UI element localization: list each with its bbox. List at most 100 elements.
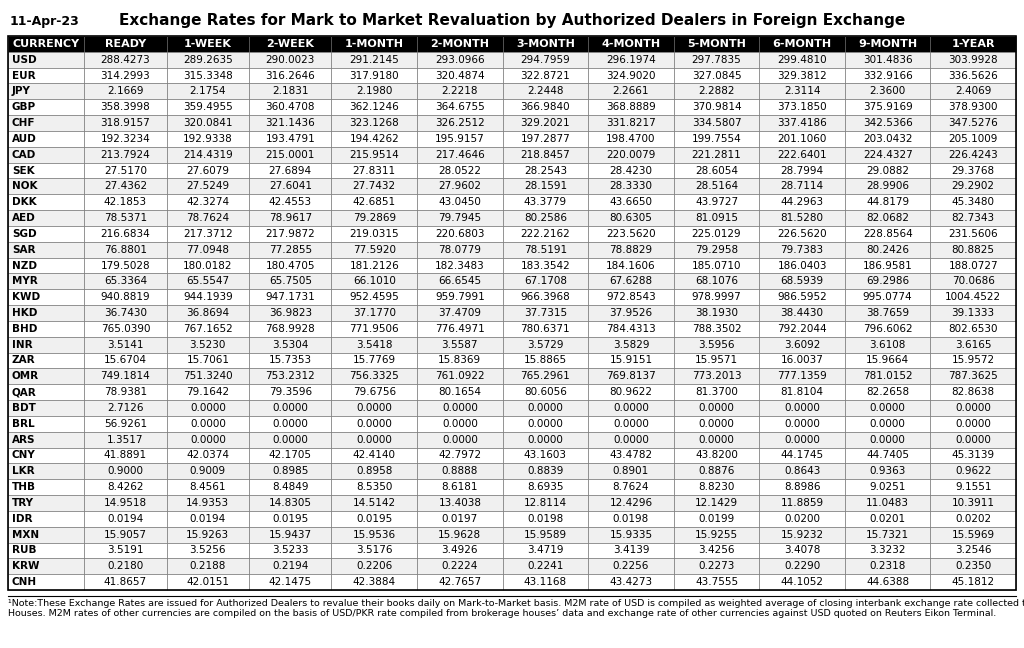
Text: 81.3700: 81.3700 xyxy=(695,387,738,397)
Bar xyxy=(332,416,417,432)
Bar xyxy=(249,574,332,590)
Bar xyxy=(84,480,167,495)
Text: 27.7432: 27.7432 xyxy=(352,181,396,191)
Bar xyxy=(8,273,84,289)
Text: 79.2958: 79.2958 xyxy=(695,245,738,255)
Text: 37.7315: 37.7315 xyxy=(524,308,567,318)
Bar xyxy=(249,273,332,289)
Bar xyxy=(332,163,417,178)
Bar xyxy=(931,258,1016,273)
Bar xyxy=(503,147,588,163)
Text: INR: INR xyxy=(12,340,33,350)
Bar xyxy=(588,527,674,542)
Bar xyxy=(503,384,588,400)
Text: 749.1814: 749.1814 xyxy=(100,371,151,381)
Bar xyxy=(249,463,332,480)
Text: 70.0686: 70.0686 xyxy=(951,276,994,286)
Text: 27.5249: 27.5249 xyxy=(186,181,229,191)
Bar xyxy=(84,511,167,527)
Bar xyxy=(249,242,332,258)
Text: 15.7353: 15.7353 xyxy=(268,356,312,365)
Bar xyxy=(588,273,674,289)
Text: 802.6530: 802.6530 xyxy=(948,324,998,334)
Text: 769.8137: 769.8137 xyxy=(606,371,655,381)
Text: 777.1359: 777.1359 xyxy=(777,371,827,381)
Text: 180.4705: 180.4705 xyxy=(265,260,315,270)
Bar xyxy=(8,321,84,337)
Bar xyxy=(167,226,249,242)
Bar xyxy=(674,337,760,353)
Text: ARS: ARS xyxy=(12,435,36,445)
Text: 180.0182: 180.0182 xyxy=(183,260,232,270)
Bar xyxy=(760,511,845,527)
Bar xyxy=(588,67,674,84)
Text: 222.6401: 222.6401 xyxy=(777,150,827,159)
Text: 767.1652: 767.1652 xyxy=(183,324,232,334)
Bar xyxy=(931,337,1016,353)
Bar xyxy=(845,353,931,369)
Bar xyxy=(674,321,760,337)
Text: 198.4700: 198.4700 xyxy=(606,134,655,144)
Text: 2.7126: 2.7126 xyxy=(108,403,143,413)
Text: 79.7383: 79.7383 xyxy=(780,245,823,255)
Text: 213.7924: 213.7924 xyxy=(100,150,151,159)
Text: 1-YEAR: 1-YEAR xyxy=(951,39,995,49)
Bar xyxy=(674,84,760,99)
Text: 28.6054: 28.6054 xyxy=(695,165,738,176)
Bar xyxy=(588,416,674,432)
Bar xyxy=(845,369,931,384)
Text: 0.0000: 0.0000 xyxy=(189,435,225,445)
Text: 781.0152: 781.0152 xyxy=(863,371,912,381)
Bar xyxy=(417,337,503,353)
Text: 3.6108: 3.6108 xyxy=(869,340,906,350)
Bar xyxy=(417,99,503,115)
Text: 28.1591: 28.1591 xyxy=(524,181,567,191)
Bar xyxy=(845,36,931,52)
Text: 27.4362: 27.4362 xyxy=(103,181,147,191)
Text: THB: THB xyxy=(12,482,36,492)
Bar xyxy=(760,337,845,353)
Text: 29.2902: 29.2902 xyxy=(951,181,994,191)
Bar xyxy=(8,542,84,559)
Text: 2.1754: 2.1754 xyxy=(189,86,226,97)
Text: 214.4319: 214.4319 xyxy=(183,150,232,159)
Text: 0.0000: 0.0000 xyxy=(527,403,563,413)
Bar xyxy=(931,226,1016,242)
Bar xyxy=(760,194,845,210)
Text: 959.7991: 959.7991 xyxy=(435,292,484,302)
Text: 0.9000: 0.9000 xyxy=(108,467,143,476)
Bar xyxy=(588,448,674,463)
Text: 0.0199: 0.0199 xyxy=(698,514,734,524)
Bar xyxy=(760,210,845,226)
Text: 15.9664: 15.9664 xyxy=(866,356,909,365)
Text: 3.5256: 3.5256 xyxy=(189,546,226,555)
Bar xyxy=(760,99,845,115)
Bar xyxy=(8,559,84,574)
Bar xyxy=(332,258,417,273)
Text: 68.1076: 68.1076 xyxy=(695,276,738,286)
Text: 38.1930: 38.1930 xyxy=(695,308,738,318)
Bar xyxy=(503,369,588,384)
Bar xyxy=(249,194,332,210)
Text: BRL: BRL xyxy=(12,419,35,429)
Text: 359.4955: 359.4955 xyxy=(183,102,232,112)
Text: 44.7405: 44.7405 xyxy=(866,450,909,461)
Bar xyxy=(167,131,249,147)
Bar xyxy=(8,511,84,527)
Text: 43.1168: 43.1168 xyxy=(524,577,567,587)
Bar xyxy=(760,495,845,511)
Text: 36.9823: 36.9823 xyxy=(268,308,312,318)
Bar xyxy=(84,527,167,542)
Bar xyxy=(845,400,931,416)
Text: 761.0922: 761.0922 xyxy=(435,371,484,381)
Bar xyxy=(332,115,417,131)
Text: 80.6056: 80.6056 xyxy=(524,387,567,397)
Text: 28.5164: 28.5164 xyxy=(695,181,738,191)
Text: EUR: EUR xyxy=(12,71,36,80)
Bar xyxy=(332,226,417,242)
Text: 321.1436: 321.1436 xyxy=(265,118,315,128)
Bar xyxy=(760,527,845,542)
Text: 185.0710: 185.0710 xyxy=(692,260,741,270)
Bar xyxy=(332,542,417,559)
Bar xyxy=(417,242,503,258)
